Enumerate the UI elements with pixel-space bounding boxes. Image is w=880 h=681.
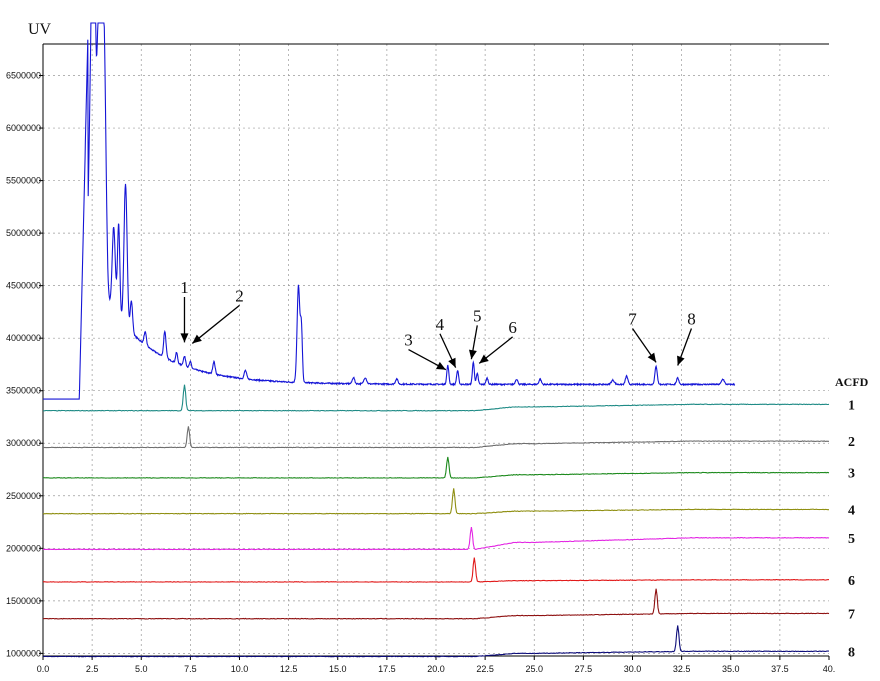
trace-1 [42, 384, 830, 412]
x-tick-label: 37.5 [771, 664, 789, 674]
trace-8 [42, 625, 829, 658]
arrowhead-8 [677, 355, 685, 366]
x-tick-label: 22.5 [476, 664, 494, 674]
y-tick-label: 4000000 [6, 333, 41, 343]
x-tick-label: 25.0 [525, 664, 543, 674]
arrowhead-6 [479, 354, 489, 364]
arrowhead-1 [180, 333, 189, 343]
main-uv-trace [43, 22, 736, 400]
trace-4 [42, 488, 829, 515]
y-tick-label: 4500000 [6, 281, 41, 291]
trace-6 [42, 557, 830, 583]
arrowhead-2 [192, 334, 202, 344]
x-tick-label: 2.5 [86, 664, 99, 674]
axes: 0.0 2.5 5.0 7.5 10.0 12.5 15.0 17.5 20.0 22.5 25.0… [6, 43, 836, 674]
x-tick-label: 35.0 [722, 664, 740, 674]
x-tick-label: 30.0 [624, 664, 642, 674]
trace-label-1: 1 [848, 398, 855, 413]
trace-2 [42, 426, 829, 449]
arrowhead-5 [468, 349, 477, 360]
peak-label-3: 3 [404, 331, 413, 350]
x-tick-label: 17.5 [378, 664, 396, 674]
legend-title: ACFD [835, 375, 869, 389]
x-tick-label: 7.5 [184, 664, 197, 674]
trace-label-3: 3 [848, 467, 855, 482]
peak-label-8: 8 [687, 310, 696, 329]
peak-label-7: 7 [628, 310, 637, 329]
x-tick-label: 40. [823, 664, 836, 674]
arrowhead-4 [448, 357, 456, 368]
y-tick-label: 6000000 [6, 123, 41, 133]
peak-label-1: 1 [180, 278, 189, 297]
peak-label-4: 4 [436, 315, 445, 334]
trace-labels: 1 2 3 4 5 6 7 8 [848, 398, 855, 660]
y-axis-label: UV [28, 21, 52, 38]
peak-label-5: 5 [473, 306, 482, 325]
trace-label-7: 7 [848, 607, 855, 622]
x-tick-label: 0.0 [37, 664, 50, 674]
peak-label-2: 2 [235, 286, 244, 305]
arrowhead-7 [647, 352, 657, 363]
trace-label-2: 2 [848, 435, 855, 450]
y-tick-label: 3000000 [6, 438, 41, 448]
y-tick-label: 5000000 [6, 228, 41, 238]
x-tick-label: 15.0 [329, 664, 347, 674]
x-tick-label: 5.0 [135, 664, 148, 674]
peak-label-6: 6 [508, 318, 517, 337]
peak-annotations: 1 2 3 4 5 6 7 8 [180, 278, 696, 371]
y-tick-label: 6500000 [6, 71, 41, 81]
y-tick-label: 2000000 [6, 543, 41, 553]
x-tick-label: 10.0 [231, 664, 249, 674]
x-tick-label: 32.5 [673, 664, 691, 674]
trace-label-5: 5 [848, 532, 855, 547]
traces [42, 22, 830, 658]
trace-3 [43, 456, 830, 479]
grid-lines [43, 44, 829, 656]
trace-label-8: 8 [848, 645, 855, 660]
trace-label-6: 6 [848, 574, 855, 589]
trace-label-4: 4 [848, 503, 855, 518]
x-tick-label: 27.5 [575, 664, 593, 674]
x-tick-label: 20.0 [427, 664, 445, 674]
x-tick-label: 12.5 [280, 664, 298, 674]
y-tick-label: 1500000 [6, 596, 41, 606]
trace-5 [42, 527, 830, 551]
peak-arrow-2 [191, 304, 240, 344]
y-tick-label: 2500000 [6, 491, 41, 501]
y-tick-label: 1000000 [6, 648, 41, 658]
y-tick-label: 5500000 [6, 176, 41, 186]
y-tick-label: 3500000 [6, 386, 41, 396]
arrowhead-3 [436, 361, 446, 370]
trace-7 [42, 588, 830, 620]
